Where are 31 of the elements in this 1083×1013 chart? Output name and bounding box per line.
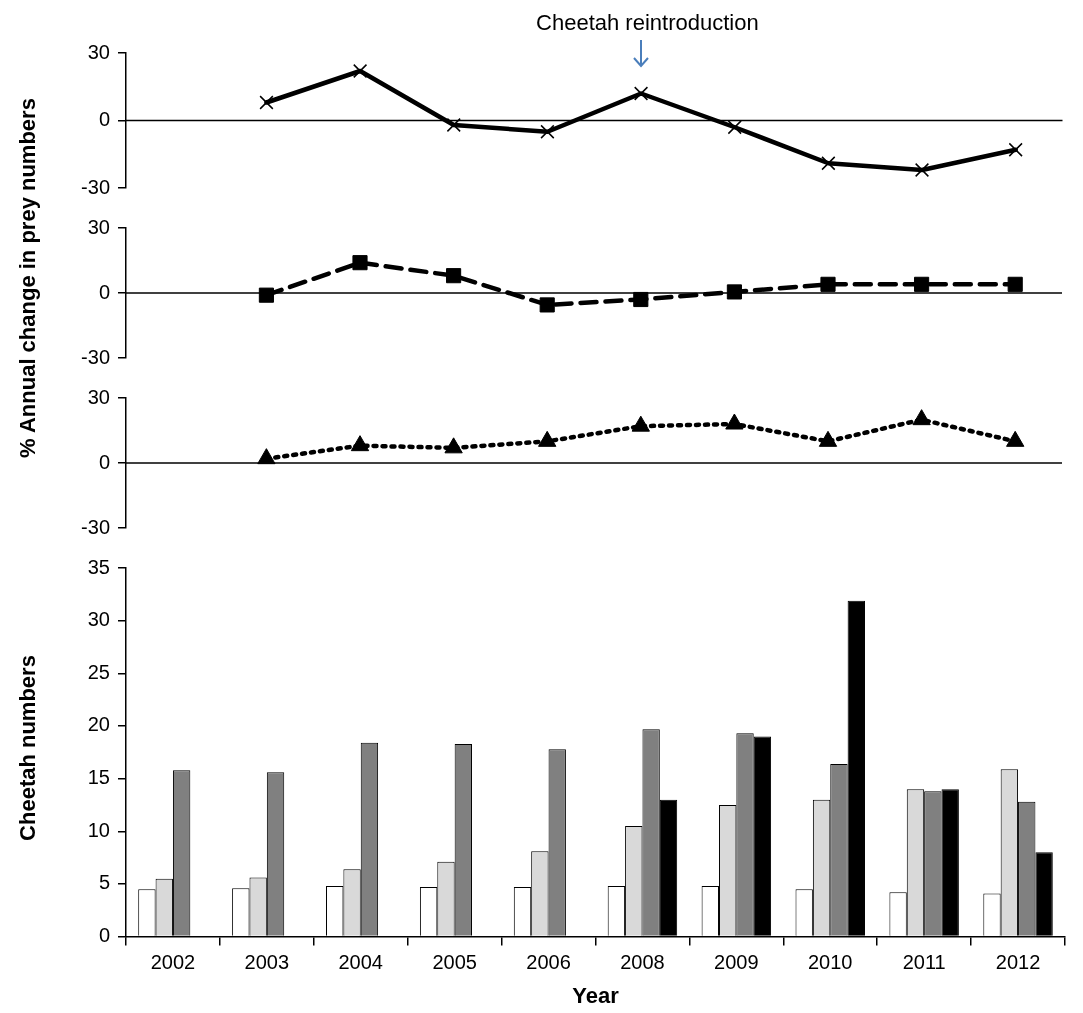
x-tick-label: 2002 [150, 951, 196, 974]
y-tick-label: 0 [98, 924, 110, 947]
y-tick-label: 0 [98, 280, 110, 303]
y-tick-label: 20 [87, 713, 110, 736]
y-tick-label: 25 [87, 660, 110, 683]
y-tick-label: -30 [81, 515, 110, 538]
x-axis-title: Year [572, 982, 620, 1008]
x-tick-label: 2009 [714, 951, 759, 974]
y-tick-label: 30 [87, 215, 110, 238]
y-tick-label: 5 [98, 871, 110, 894]
y-tick-label: -30 [81, 345, 110, 368]
x-tick-label: 2008 [620, 951, 665, 974]
y-axis-title: Cheetah numbers [15, 655, 41, 841]
x-tick-label: 2011 [902, 951, 946, 974]
y-tick-label: 30 [87, 608, 110, 631]
y-tick-label: 10 [87, 818, 110, 841]
y-tick-label: 35 [87, 555, 110, 578]
y-tick-label: 30 [87, 40, 110, 63]
annotation: Cheetah reintroduction [536, 10, 760, 36]
x-tick-label: 2010 [808, 951, 853, 974]
x-tick-label: 2005 [432, 951, 477, 974]
x-tick-label: 2004 [338, 951, 383, 974]
y-tick-label: 0 [98, 108, 110, 131]
y-tick-label: 30 [87, 385, 110, 408]
x-tick-label: 2003 [244, 951, 290, 974]
y-tick-label: -30 [81, 175, 110, 198]
y-tick-label: 15 [87, 766, 110, 789]
y-tick-label: 0 [98, 450, 110, 473]
y-axis-title: % Annual change in prey numbers [15, 98, 41, 458]
x-tick-label: 2006 [526, 951, 571, 974]
x-tick-label: 2012 [995, 951, 1041, 974]
